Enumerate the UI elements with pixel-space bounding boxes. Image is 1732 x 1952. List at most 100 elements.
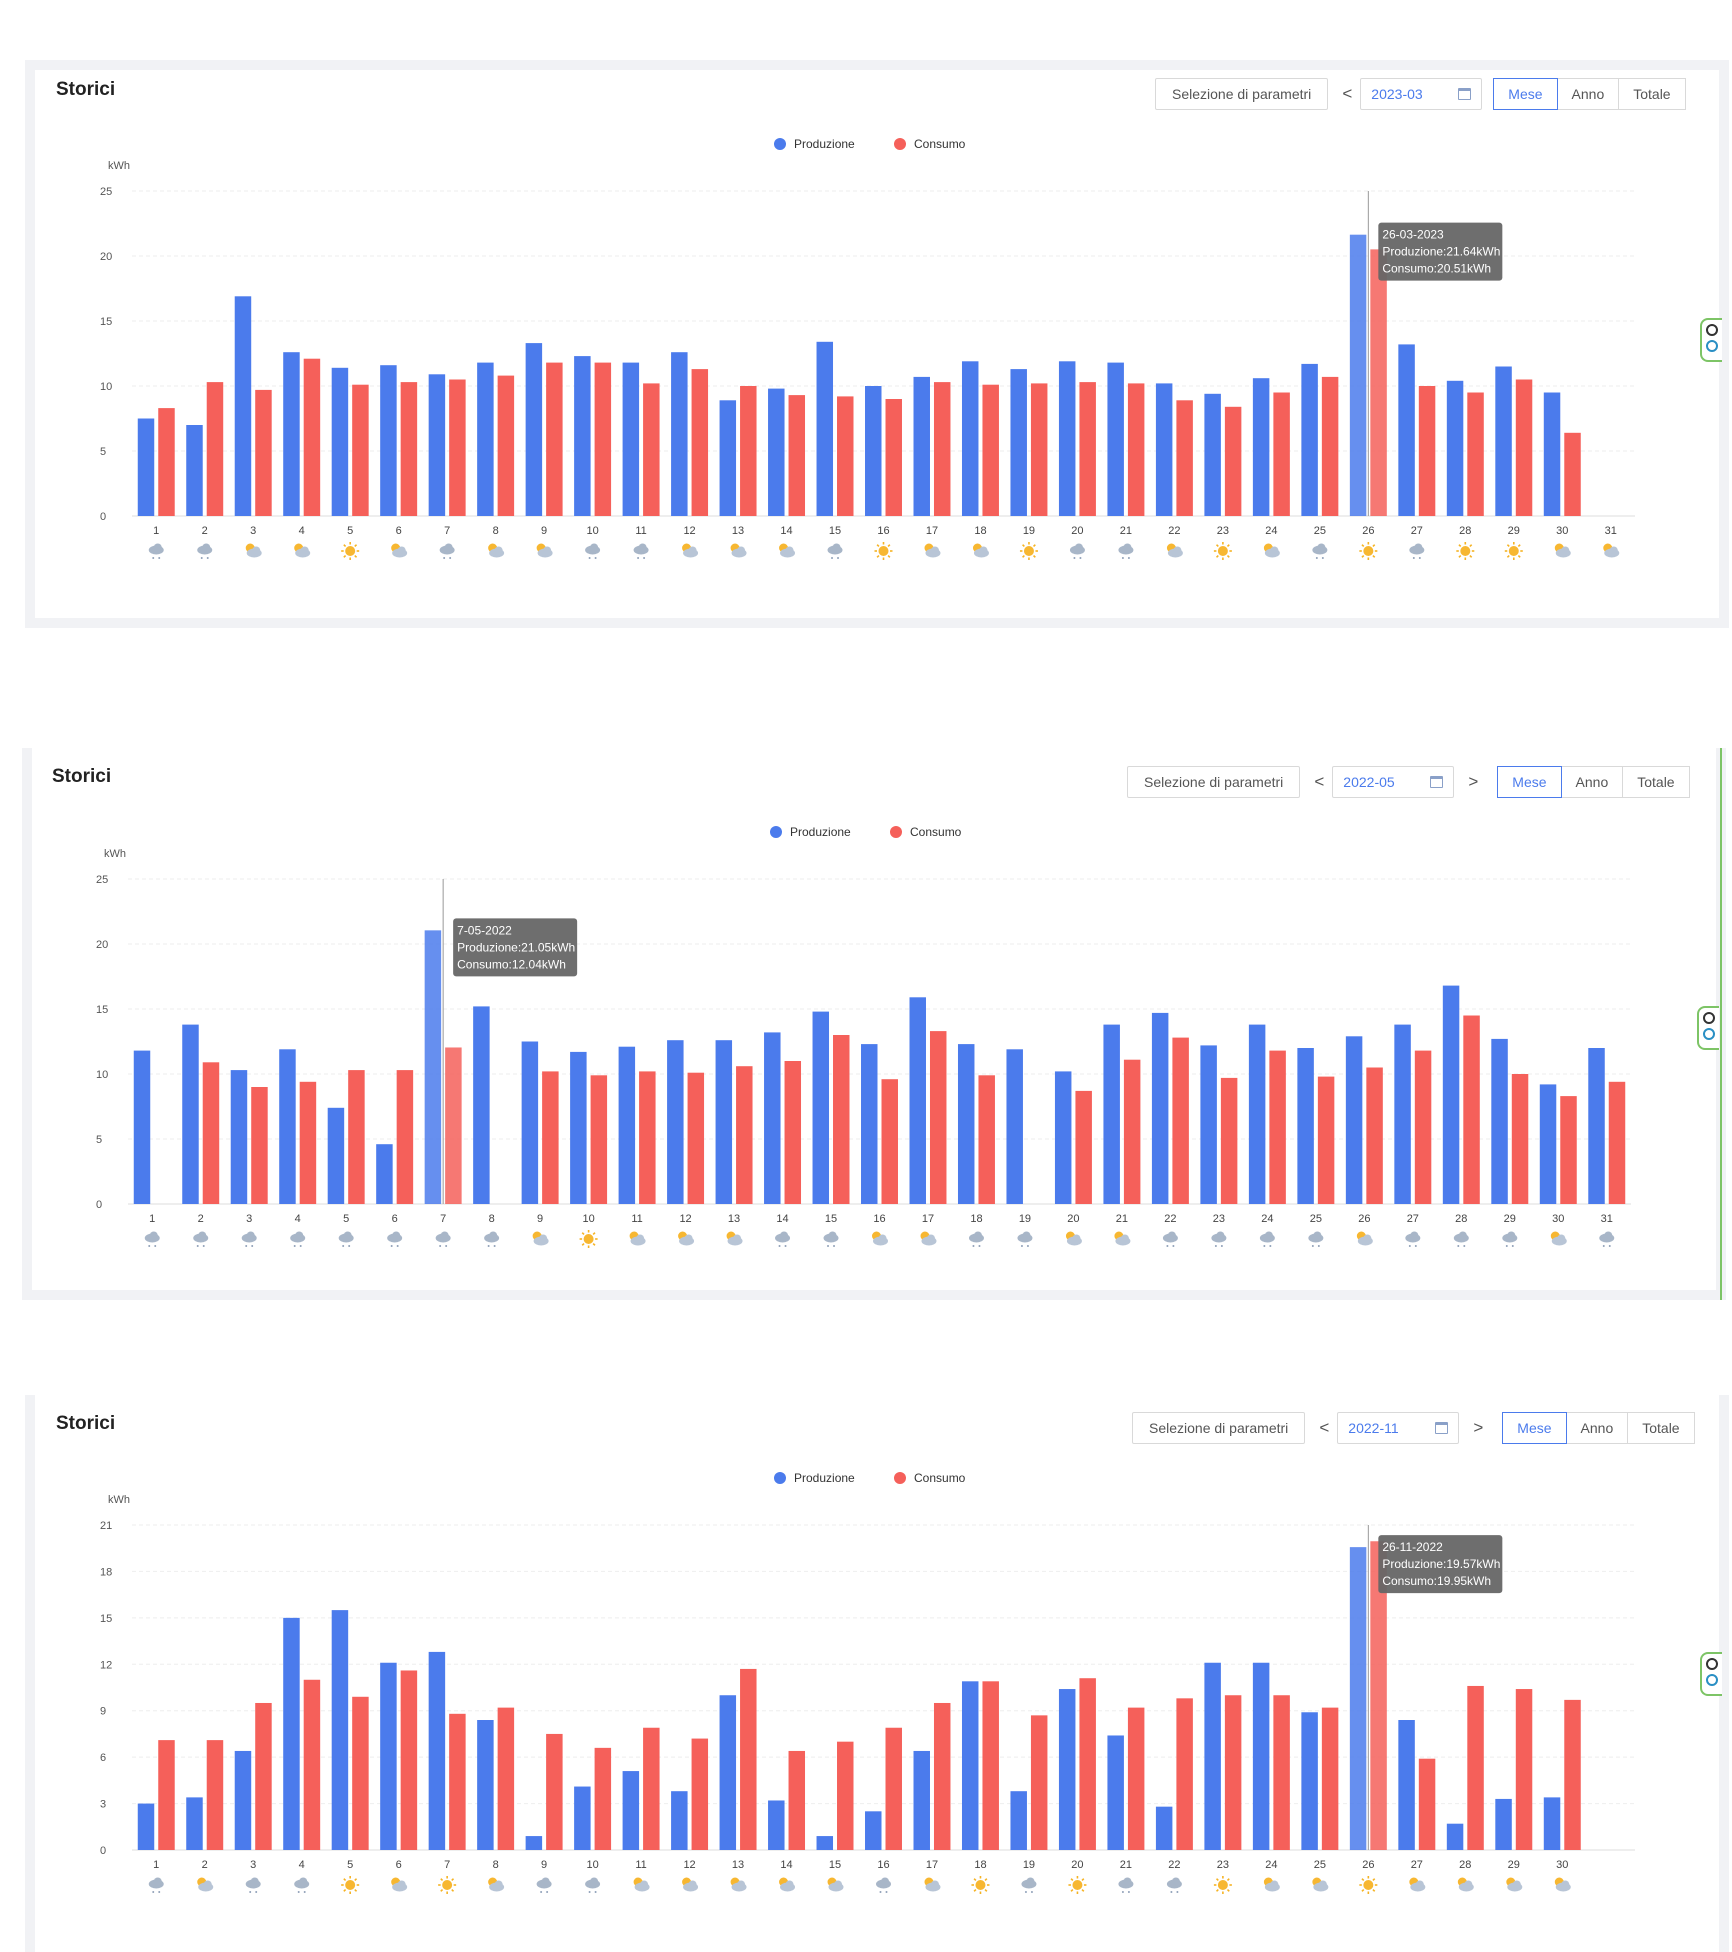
x-tick-label: 25: [1314, 525, 1326, 537]
legend-marker-production: [774, 1472, 786, 1484]
y-tick-label: 20: [100, 251, 112, 263]
bar-consumption: [348, 1070, 365, 1204]
month-picker-value: 2022-05: [1343, 774, 1395, 790]
sun-icon: [1504, 542, 1523, 560]
rain-cloud-icon: [387, 1231, 403, 1247]
month-picker[interactable]: 2023-03: [1360, 78, 1483, 110]
month-picker[interactable]: 2022-11: [1337, 1412, 1460, 1444]
bar-consumption: [1560, 1096, 1577, 1204]
bar-production: [1155, 383, 1173, 516]
bar-consumption: [352, 384, 369, 516]
bar-consumption: [736, 1066, 753, 1204]
partly-cloudy-icon: [1312, 1877, 1329, 1892]
tab-anno[interactable]: Anno: [1560, 766, 1624, 798]
sun-icon: [971, 1876, 990, 1894]
partly-cloudy-icon: [1166, 543, 1183, 558]
bar-production: [861, 1044, 878, 1204]
bar-production: [1058, 361, 1076, 516]
bar-production: [570, 1051, 587, 1204]
tab-mese[interactable]: Mese: [1493, 78, 1558, 110]
side-widget-1[interactable]: [1700, 318, 1722, 362]
parameter-selection-button[interactable]: Selezione di parametri: [1155, 78, 1329, 110]
parameter-selection-button[interactable]: Selezione di parametri: [1127, 766, 1301, 798]
side-widget-2[interactable]: [1697, 1006, 1719, 1050]
side-widget-3[interactable]: [1700, 1652, 1722, 1696]
x-tick-label: 28: [1459, 525, 1471, 537]
x-tick-label: 24: [1265, 1859, 1277, 1871]
y-tick-label: 0: [100, 511, 106, 523]
bar-consumption: [1273, 1695, 1290, 1850]
legend-label-consumption: Consumo: [910, 825, 962, 839]
prev-period-arrow[interactable]: <: [1319, 1418, 1330, 1437]
sun-icon: [1019, 542, 1038, 560]
bar-production: [1107, 362, 1124, 516]
partly-cloudy-icon: [1506, 1877, 1523, 1892]
month-picker-value: 2023-03: [1371, 86, 1423, 102]
tab-totale[interactable]: Totale: [1622, 766, 1690, 798]
prev-period-arrow[interactable]: <: [1342, 84, 1353, 103]
x-tick-label: 16: [873, 1213, 885, 1225]
sun-icon: [341, 542, 360, 560]
bar-production: [380, 365, 397, 516]
x-tick-label: 1: [149, 1213, 155, 1225]
y-tick-label: 12: [100, 1659, 112, 1671]
tab-mese[interactable]: Mese: [1497, 766, 1562, 798]
bar-production: [1054, 1071, 1072, 1204]
bar-consumption: [594, 1747, 612, 1850]
rain-cloud-icon: [1259, 1231, 1275, 1247]
sun-icon: [579, 1230, 598, 1248]
bar-consumption: [1220, 1077, 1238, 1204]
legend-label-consumption: Consumo: [914, 1471, 966, 1485]
tab-totale[interactable]: Totale: [1627, 1412, 1695, 1444]
x-tick-label: 25: [1314, 1859, 1326, 1871]
sun-icon: [341, 1876, 360, 1894]
x-tick-label: 25: [1310, 1213, 1322, 1225]
bar-production: [521, 1041, 539, 1204]
partly-cloudy-icon: [1457, 1877, 1474, 1892]
prev-period-arrow[interactable]: <: [1314, 772, 1325, 791]
tab-anno[interactable]: Anno: [1556, 78, 1620, 110]
x-tick-label: 22: [1168, 525, 1180, 537]
bar-consumption: [497, 375, 515, 516]
bar-production: [1398, 1720, 1415, 1850]
bar-consumption: [1123, 1059, 1141, 1204]
tooltip-consumption: Consumo:12.04kWh: [457, 957, 566, 971]
x-tick-label: 5: [343, 1213, 349, 1225]
parameter-selection-button[interactable]: Selezione di parametri: [1132, 1412, 1306, 1444]
bar-production: [525, 343, 543, 516]
bar-consumption: [982, 1681, 999, 1850]
next-period-arrow[interactable]: >: [1473, 1418, 1484, 1437]
bar-consumption: [1418, 1758, 1436, 1850]
x-tick-label: 15: [829, 1859, 841, 1871]
y-tick-label: 18: [100, 1566, 112, 1578]
month-picker[interactable]: 2022-05: [1332, 766, 1455, 798]
rain-cloud-icon: [484, 1231, 500, 1247]
bar-production: [865, 386, 882, 516]
bar-consumption: [396, 1070, 414, 1204]
close-icon: [1706, 1658, 1718, 1670]
rain-cloud-icon: [245, 1877, 261, 1893]
bar-production: [428, 374, 446, 516]
x-tick-label: 3: [250, 525, 256, 537]
partly-cloudy-icon: [924, 543, 941, 558]
bar-production: [1446, 380, 1464, 516]
legend-marker-consumption: [894, 138, 906, 150]
legend-marker-production: [774, 138, 786, 150]
y-tick-label: 10: [100, 381, 112, 393]
tab-anno[interactable]: Anno: [1565, 1412, 1629, 1444]
bar-production: [477, 362, 494, 516]
tab-totale[interactable]: Totale: [1618, 78, 1686, 110]
bar-consumption: [643, 1727, 660, 1850]
tab-mese[interactable]: Mese: [1502, 1412, 1567, 1444]
x-tick-label: 16: [877, 1859, 889, 1871]
chart-controls: Selezione di parametri < 2023-03 Mese An…: [1155, 78, 1686, 110]
bar-production: [182, 1024, 199, 1204]
x-tick-label: 27: [1407, 1213, 1419, 1225]
x-tick-label: 21: [1116, 1213, 1128, 1225]
bar-production: [428, 1651, 446, 1850]
bar-consumption: [1321, 1707, 1339, 1850]
next-period-arrow[interactable]: >: [1468, 772, 1479, 791]
calendar-icon: [1430, 776, 1444, 788]
x-tick-label: 2: [202, 1859, 208, 1871]
x-tick-label: 3: [250, 1859, 256, 1871]
